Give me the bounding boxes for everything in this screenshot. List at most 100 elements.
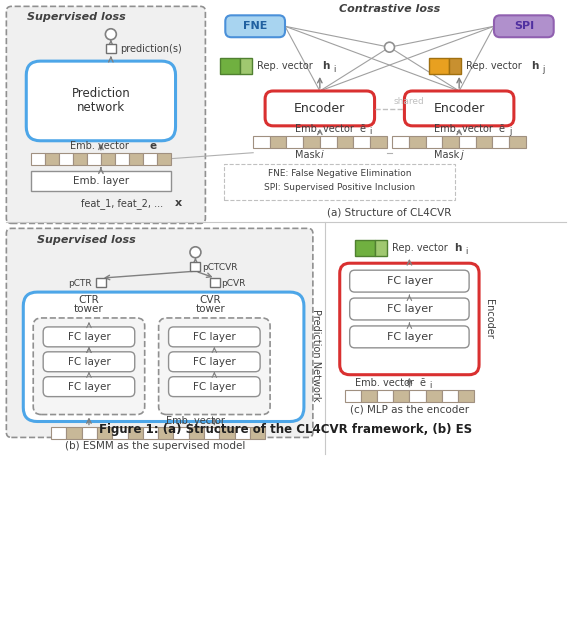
Text: i: i <box>370 128 372 136</box>
FancyBboxPatch shape <box>43 352 135 372</box>
FancyBboxPatch shape <box>43 327 135 347</box>
Bar <box>66 427 82 439</box>
Text: network: network <box>77 101 125 114</box>
Text: SPI: SPI <box>514 21 534 31</box>
Text: FNE: False Negative Elimination: FNE: False Negative Elimination <box>268 169 411 178</box>
Bar <box>157 153 170 165</box>
FancyBboxPatch shape <box>33 318 145 414</box>
Text: ẽ: ẽ <box>419 378 426 388</box>
Text: Emb. vector: Emb. vector <box>355 378 416 388</box>
Text: Rep. vector: Rep. vector <box>257 61 316 71</box>
Bar <box>410 389 426 402</box>
Text: FC layer: FC layer <box>387 332 432 342</box>
Bar <box>270 136 287 148</box>
FancyBboxPatch shape <box>6 6 205 223</box>
Text: FNE: FNE <box>243 21 267 31</box>
Bar <box>128 427 143 439</box>
FancyBboxPatch shape <box>349 298 469 320</box>
Bar <box>129 153 142 165</box>
Text: (c) MLP as the encoder: (c) MLP as the encoder <box>350 404 469 414</box>
Text: shared: shared <box>394 98 425 106</box>
Bar <box>224 164 455 200</box>
Bar <box>320 136 336 148</box>
FancyBboxPatch shape <box>43 377 135 397</box>
Text: i: i <box>465 247 467 256</box>
Text: Rep. vector: Rep. vector <box>466 61 525 71</box>
Text: Mask: Mask <box>295 150 323 160</box>
Text: i: i <box>320 150 323 160</box>
FancyBboxPatch shape <box>23 292 304 422</box>
Bar <box>204 427 219 439</box>
Text: ẽ: ẽ <box>360 124 366 134</box>
Bar <box>45 153 59 165</box>
Text: CVR: CVR <box>200 295 221 305</box>
Bar <box>31 153 45 165</box>
Text: j: j <box>542 65 544 73</box>
Text: i: i <box>429 381 431 390</box>
Bar <box>287 136 303 148</box>
Bar <box>442 389 458 402</box>
Text: Prediction: Prediction <box>72 88 130 101</box>
Bar <box>370 136 387 148</box>
Text: Emb. vector: Emb. vector <box>166 415 225 425</box>
Text: Mask: Mask <box>434 150 463 160</box>
FancyBboxPatch shape <box>169 352 260 372</box>
Text: prediction(s): prediction(s) <box>120 44 181 54</box>
Text: FC layer: FC layer <box>387 304 432 314</box>
Bar <box>476 136 492 148</box>
FancyBboxPatch shape <box>494 16 554 37</box>
Bar <box>509 136 526 148</box>
Bar <box>220 58 240 74</box>
Text: FC layer: FC layer <box>193 357 236 367</box>
Bar <box>210 278 220 287</box>
Bar <box>31 170 170 190</box>
Bar <box>393 389 410 402</box>
Bar <box>361 389 377 402</box>
Bar <box>336 136 353 148</box>
Text: FC layer: FC layer <box>193 382 236 392</box>
FancyBboxPatch shape <box>349 326 469 348</box>
FancyBboxPatch shape <box>404 91 514 126</box>
Text: pCTCVR: pCTCVR <box>202 262 238 272</box>
Bar <box>158 427 173 439</box>
Text: Rep. vector: Rep. vector <box>392 243 451 253</box>
Text: Figure 1: (a) Structure of the CL4CVR framework, (b) ES: Figure 1: (a) Structure of the CL4CVR fr… <box>100 423 472 436</box>
Bar <box>82 427 97 439</box>
Bar <box>59 153 73 165</box>
FancyBboxPatch shape <box>340 263 479 374</box>
Text: ẽ: ẽ <box>499 124 505 134</box>
Text: j: j <box>460 150 463 160</box>
Text: Contrastive loss: Contrastive loss <box>339 4 440 14</box>
Bar <box>426 136 443 148</box>
Bar <box>459 136 476 148</box>
Bar <box>189 427 204 439</box>
Bar <box>449 58 461 74</box>
Text: tower: tower <box>74 304 104 314</box>
Text: FC layer: FC layer <box>67 332 110 342</box>
Bar <box>96 278 106 287</box>
Bar <box>492 136 509 148</box>
Text: x: x <box>175 198 182 208</box>
Bar <box>303 136 320 148</box>
FancyBboxPatch shape <box>169 327 260 347</box>
Text: e: e <box>149 141 156 151</box>
Text: Encoder: Encoder <box>484 299 494 339</box>
FancyBboxPatch shape <box>265 91 375 126</box>
Text: FC layer: FC layer <box>67 382 110 392</box>
Text: FC layer: FC layer <box>193 332 236 342</box>
Circle shape <box>190 247 201 258</box>
Bar <box>426 389 442 402</box>
Text: Emb. vector: Emb. vector <box>295 124 357 134</box>
FancyBboxPatch shape <box>349 270 469 292</box>
Bar <box>106 44 116 53</box>
Bar <box>458 389 474 402</box>
Text: tower: tower <box>196 304 225 314</box>
Bar <box>73 153 87 165</box>
FancyBboxPatch shape <box>225 16 285 37</box>
Bar <box>112 427 128 439</box>
Bar <box>142 153 157 165</box>
Circle shape <box>105 29 116 40</box>
Text: i: i <box>333 65 335 73</box>
Bar <box>51 427 66 439</box>
Bar <box>443 136 459 148</box>
